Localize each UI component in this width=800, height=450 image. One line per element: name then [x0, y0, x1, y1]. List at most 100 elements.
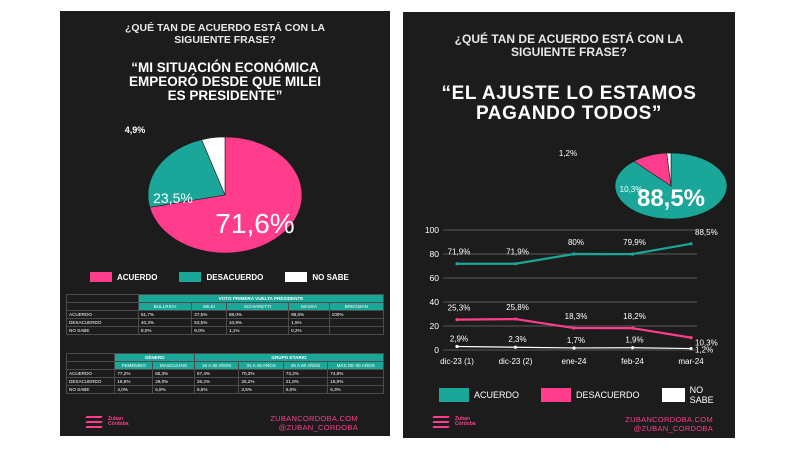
y-tick-label: 100 — [425, 225, 439, 235]
column-header: BULLRICH — [137, 302, 193, 311]
data-point — [630, 346, 635, 350]
table-cell: 100% — [328, 310, 385, 319]
row-label: ACUERDO — [65, 369, 116, 378]
table-cell: 40,3% — [137, 318, 193, 327]
y-tick-label: 60 — [430, 273, 440, 283]
line-chart: 0 20 40 60 80 100 dic-23 (1) dic-23 (2) ene-24 fe… — [425, 225, 718, 366]
right-quote: “EL AJUSTE LO ESTAMOS PAGANDO TODOS” — [403, 84, 735, 124]
data-point — [572, 252, 576, 256]
table-row: ACUERDO 77,2% 65,3% 67,4% 70,3% 73,2% 74… — [65, 369, 384, 378]
table-row: NO SABE 8,0% 9,0% 1,1% 0,2% — [66, 326, 385, 335]
pie-value-label: 88,5% — [637, 185, 705, 212]
right-legend-swatch-no-sabe — [661, 388, 685, 402]
left-legend-swatch-desacuerdo — [179, 272, 202, 282]
table-row: NO SABE 4,0% 5,9% 6,5% 3,5% 5,0% 6,3% — [65, 385, 384, 394]
right-quote-line-1: “EL AJUSTE LO ESTAMOS — [441, 83, 697, 104]
data-label: 25,3% — [448, 304, 471, 313]
right-legend-item-desacuerdo: DESACUERDO — [541, 388, 640, 402]
right-legend-label-no-sabe: NO SABE — [689, 385, 714, 405]
pie-slice-no-sabe — [201, 136, 226, 196]
right-quote-line-2: PAGANDO TODOS” — [475, 102, 663, 124]
social-handle[interactable]: @ZUBAN_CORDOBA — [633, 424, 713, 433]
social-handle[interactable]: @ZUBAN_CORDOBA — [278, 423, 358, 432]
column-header: BREGMAN — [328, 302, 385, 311]
left-brand-logo: Zuban Córdoba — [85, 415, 129, 429]
left-infographic-panel: ¿QUÉ TAN DE ACUERDO ESTÁ CON LA SIGUIENT… — [60, 11, 390, 436]
table-cell: 21,8% — [282, 377, 329, 386]
table-cell: 29,0% — [152, 377, 195, 386]
left-legend-item-no-sabe: NO SABE — [285, 272, 349, 282]
table-cell: 74,8% — [327, 369, 384, 378]
table-corner — [66, 294, 139, 303]
right-legend-label-acuerdo: ACUERDO — [474, 390, 520, 400]
y-tick-label: 20 — [430, 321, 440, 331]
right-infographic-panel: ¿QUÉ TAN DE ACUERDO ESTÁ CON LA SIGUIENT… — [403, 12, 735, 438]
right-legend: ACUERDO DESACUERDO NO SABE — [439, 385, 735, 405]
vote-group-header: VOTO PRIMERA VUELTA PRESIDENTE — [137, 294, 385, 303]
data-point — [630, 252, 635, 256]
x-tick-label: mar-24 — [678, 357, 704, 366]
left-legend-item-acuerdo: ACUERDO — [90, 272, 157, 282]
table-cell: 65,3% — [152, 369, 195, 378]
left-question-line-2: SIGUIENTE FRASE? — [174, 33, 276, 46]
data-point — [455, 262, 459, 266]
column-header: MASCULINO — [152, 361, 195, 370]
column-header: 46 A 60 AÑOS — [282, 361, 329, 370]
left-question-line-1: ¿QUÉ TAN DE ACUERDO ESTÁ CON LA — [124, 22, 326, 34]
data-point — [513, 345, 518, 349]
data-point — [455, 344, 459, 349]
data-point — [689, 336, 693, 340]
logo-text-line-1: Zuban — [108, 415, 123, 422]
row-label: ACUERDO — [66, 310, 139, 319]
table-corner — [65, 361, 116, 370]
column-header: MASSA — [288, 302, 330, 311]
table-cell: 1,1% — [225, 326, 290, 335]
table-cell: 73,2% — [282, 369, 329, 378]
table-cell: 10,9% — [225, 318, 290, 327]
data-label: 18,3% — [565, 312, 588, 321]
pie-value-label: 1,2% — [559, 149, 577, 158]
table-cell: 18,9% — [327, 377, 384, 386]
table-cell: 51,7% — [137, 310, 193, 319]
row-label: NO SABE — [66, 326, 139, 335]
logo-text-line-1: Zuban — [455, 415, 470, 422]
website-link[interactable]: ZUBANCORDOBA.COM — [270, 414, 358, 423]
column-header: MILEI — [191, 302, 227, 311]
data-label: 79,9% — [623, 238, 646, 247]
row-label: DESACUERDO — [66, 318, 139, 327]
left-legend-swatch-no-sabe — [285, 272, 308, 282]
left-social-handles: ZUBANCORDOBA.COM @ZUBAN_CORDOBA — [270, 414, 358, 432]
row-label: NO SABE — [65, 385, 116, 394]
pie-slice-desacuerdo — [147, 139, 226, 208]
data-point — [689, 242, 693, 246]
left-quote-line-2: EMPEORÓ DESDE QUE MILEI — [128, 74, 322, 90]
table-cell: 98,5% — [288, 310, 330, 319]
vote-breakdown-table: VOTO PRIMERA VUELTA PRESIDENTE BULLRICH … — [66, 294, 385, 335]
table-cell: 77,2% — [114, 369, 154, 378]
column-header: 31 A 45 AÑOS — [238, 361, 284, 370]
column-header: 16 A 30 AÑOS — [193, 361, 240, 370]
pie-slice-no-sabe — [666, 152, 672, 187]
data-point — [689, 346, 693, 351]
data-point — [455, 318, 459, 322]
table-cell: 26,2% — [238, 377, 284, 386]
data-label: 18,2% — [623, 312, 646, 321]
website-link[interactable]: ZUBANCORDOBA.COM — [625, 415, 713, 424]
right-legend-swatch-acuerdo — [439, 388, 469, 402]
table-cell: 26,2% — [193, 377, 240, 386]
x-tick-label: ene-24 — [562, 357, 587, 366]
logo-text-line-2: Córdoba — [108, 421, 129, 427]
table-cell: 70,3% — [238, 369, 284, 378]
table-cell: 88,0% — [225, 310, 290, 319]
column-header: SCHIARETTI — [225, 302, 290, 311]
table-cell: 3,5% — [238, 385, 284, 394]
left-legend-label-desacuerdo: DESACUERDO — [206, 272, 264, 282]
table-cell: 5,9% — [152, 385, 195, 394]
right-pie-chart: 88,5%10,3% 1,2% — [559, 149, 728, 220]
left-question: ¿QUÉ TAN DE ACUERDO ESTÁ CON LA SIGUIENT… — [60, 22, 390, 46]
table-cell: 67,4% — [193, 369, 240, 378]
x-tick-label: feb-24 — [621, 357, 644, 366]
right-brand-logo: Zuban Córdoba — [432, 415, 476, 429]
zuban-logo-icon — [432, 415, 451, 429]
pie-value-label: 23,5% — [153, 190, 193, 206]
